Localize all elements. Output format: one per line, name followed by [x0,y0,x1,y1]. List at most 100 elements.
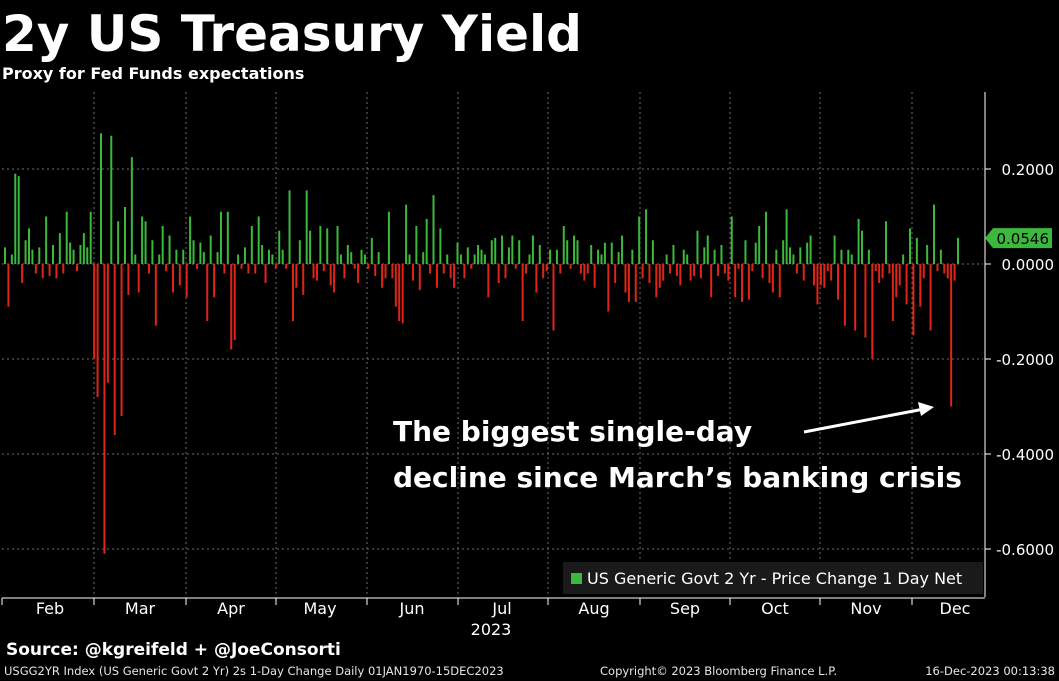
legend-swatch [571,572,582,584]
bar [250,226,253,264]
bar [79,245,82,264]
bar [291,264,294,321]
bar [21,264,24,283]
bar [799,247,802,265]
bar [477,245,480,264]
annotation-line-1: The biggest single-day [393,415,753,448]
bar [830,264,833,281]
bar [854,264,857,331]
bar [645,209,648,265]
bar [470,264,473,269]
bar [494,237,497,265]
y-tick-label: -0.6000 [996,541,1054,559]
bar [274,264,277,269]
bar [401,264,404,324]
bar [425,218,428,265]
bar [151,240,154,264]
legend: US Generic Govt 2 Yr - Price Change 1 Da… [563,562,983,594]
bar [741,264,744,302]
bar [271,254,274,264]
bar [14,173,17,264]
annotation-text: The biggest single-day decline since Mar… [393,409,962,501]
y-tick-label: 0.2000 [1002,161,1055,179]
x-tick-label: Oct [761,599,789,618]
bar [538,245,541,264]
chart-subtitle: Proxy for Fed Funds expectations [2,64,305,83]
bar [679,264,682,286]
bar [257,216,260,264]
bar [62,264,65,274]
bar [381,264,384,288]
bar [34,264,37,274]
bar [727,264,730,281]
bar [411,264,414,281]
bar [782,240,785,264]
bar [946,264,949,279]
bar [583,264,586,281]
bar [322,264,325,272]
bar [326,228,329,265]
bar [473,254,476,264]
bar [4,247,6,265]
bar [559,264,562,274]
bar [202,252,205,265]
bar [696,230,699,264]
bar [295,264,298,288]
bar [665,254,668,264]
bar [82,233,85,265]
bar [655,264,658,298]
bar [171,264,174,293]
bar [768,264,771,283]
bar [278,230,281,264]
bar [744,240,747,264]
bar [117,221,120,264]
bar [593,264,596,288]
bar [103,264,106,554]
bar [247,264,250,274]
bar [439,228,442,265]
bar [850,254,853,264]
bar [843,264,846,326]
x-tick-label: Dec [940,599,971,618]
x-tick-label: Nov [850,599,881,618]
bar [189,216,192,264]
annotation-arrow [803,402,934,434]
bar [343,264,346,279]
bar [141,216,144,264]
source-credit: Source: @kgreifeld + @JoeConsorti [6,640,341,660]
bar [586,264,589,274]
bar [233,264,236,340]
bar [123,207,126,264]
bar [686,254,689,264]
bar [110,135,113,264]
bar [607,264,610,312]
bar [902,254,905,264]
bar [350,252,353,265]
bar [864,264,867,338]
bar [281,249,284,264]
bar [511,235,514,264]
bar [826,264,829,272]
bar [953,264,956,281]
x-year-label: 2023 [471,620,512,639]
bar [446,254,449,264]
bar [710,264,713,298]
bar [566,240,569,264]
bar [96,264,99,397]
annotation-line-2: decline since March’s banking crisis [393,461,962,494]
bar [730,216,733,264]
bar [919,264,922,307]
bar [363,254,366,264]
bar [573,235,576,264]
bar [778,264,781,298]
bar [936,264,939,272]
bar [624,264,627,293]
bar [597,249,600,264]
bar [957,237,959,265]
x-tick-label: Apr [217,599,245,618]
bar [45,216,48,264]
bar [641,264,644,279]
bar [545,264,548,272]
bar [192,240,195,264]
